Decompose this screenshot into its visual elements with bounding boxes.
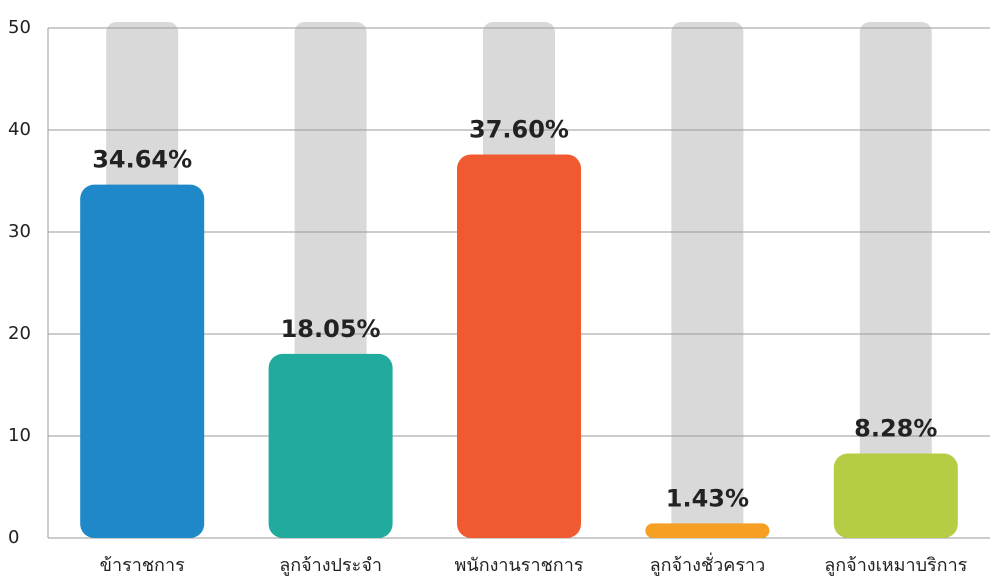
value-label: 1.43% <box>666 484 749 512</box>
y-tick-label: 40 <box>8 119 31 140</box>
value-label: 37.60% <box>469 115 569 143</box>
x-tick-label: ลูกจ้างชั่วคราว <box>650 552 766 576</box>
bar <box>833 453 958 538</box>
value-label: 8.28% <box>854 415 937 443</box>
bar <box>457 154 581 539</box>
y-tick-label: 20 <box>8 323 31 344</box>
bar <box>268 353 393 538</box>
value-label: 34.64% <box>92 146 192 174</box>
x-tick-label: พนักงานราชการ <box>455 555 584 576</box>
y-tick-label: 30 <box>8 221 31 242</box>
bar-track <box>671 22 744 538</box>
bar <box>80 184 205 538</box>
x-tick-label: ข้าราชการ <box>100 555 185 576</box>
value-label: 18.05% <box>281 315 381 343</box>
bar <box>645 523 770 538</box>
y-tick-label: 10 <box>8 425 31 446</box>
x-tick-label: ลูกจ้างประจำ <box>279 555 382 576</box>
bar-track <box>859 22 932 538</box>
y-tick-label: 50 <box>8 17 31 38</box>
y-tick-label: 0 <box>8 527 19 548</box>
x-tick-label: ลูกจ้างเหมาบริการ <box>824 555 967 576</box>
